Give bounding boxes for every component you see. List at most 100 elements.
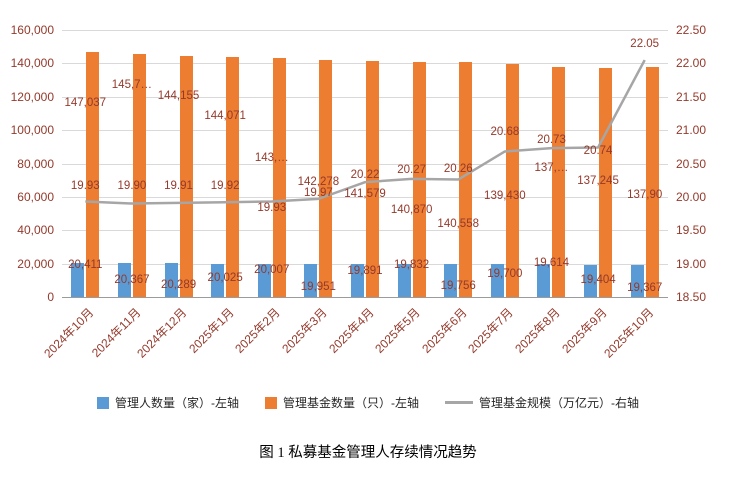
y-axis-left-tick-label: 40,000 <box>17 223 54 238</box>
manager-count-data-label: 20,411 <box>68 259 103 271</box>
aum-data-label: 19.93 <box>70 180 100 192</box>
chart-legend: 管理人数量（家）-左轴 管理基金数量（只）-左轴 管理基金规模（万亿元）-右轴 <box>0 394 736 411</box>
fund-count-bar <box>505 64 519 297</box>
legend-line-marker-icon <box>445 401 473 404</box>
gridline <box>62 163 668 165</box>
fund-count-data-label: 145,7… <box>111 79 153 91</box>
aum-data-label: 19.93 <box>257 202 287 214</box>
y-axis-left-tick-label: 120,000 <box>10 89 54 104</box>
fund-count-data-label: 140,558 <box>437 218 479 230</box>
y-axis-left-tick-label: 20,000 <box>17 256 54 271</box>
manager-count-bar <box>304 263 318 297</box>
legend-square-marker-icon <box>97 396 109 409</box>
aum-data-label: 19.91 <box>164 180 193 192</box>
manager-count-data-label: 19,614 <box>533 257 570 269</box>
fund-count-bar <box>226 56 240 297</box>
manager-count-bar <box>117 263 131 297</box>
legend-label: 管理人数量（家）-左轴 <box>115 396 239 410</box>
aum-data-label: 20.68 <box>490 126 520 138</box>
gridline <box>62 263 668 265</box>
fund-count-bar <box>459 62 473 297</box>
y-axis-left-tick-label: 60,000 <box>17 189 54 204</box>
legend-label: 管理基金规模（万亿元）-右轴 <box>479 396 639 410</box>
gridline <box>62 63 668 65</box>
fund-count-data-label: 144,071 <box>204 110 246 122</box>
fund-count-data-label: 141,579 <box>344 188 386 200</box>
y-axis-right-tick-label: 18.50 <box>676 290 707 304</box>
aum-data-label: 19.92 <box>210 180 240 192</box>
y-axis-left-tick-label: 140,000 <box>10 56 54 71</box>
manager-count-bar <box>257 263 271 297</box>
legend-label: 管理基金数量（只）-左轴 <box>283 396 419 410</box>
gridline <box>62 196 668 198</box>
manager-count-bar <box>537 264 551 297</box>
manager-count-data-label: 19,367 <box>627 282 663 294</box>
gridline <box>62 96 668 98</box>
y-axis-right-tick-label: 19.00 <box>676 256 707 271</box>
y-axis-right-tick-label: 21.50 <box>676 89 707 104</box>
y-axis-left-tick-label: 80,000 <box>17 156 54 171</box>
manager-count-bar <box>490 264 504 297</box>
figure-caption: 图 1 私募基金管理人存续情况趋势 <box>259 445 477 461</box>
manager-count-data-label: 20,367 <box>114 274 150 286</box>
legend-square-marker-icon <box>265 396 277 409</box>
y-axis-left-tick-label: 100,000 <box>10 123 54 138</box>
aum-data-label: 20.27 <box>397 164 426 176</box>
fund-count-data-label: 139,430 <box>484 190 526 202</box>
fund-count-bar <box>179 56 193 297</box>
combo-chart: 0 20,000 40,000 60,000 80,000 100,000 120,000 1… <box>10 23 707 361</box>
fund-count-data-label: 137,245 <box>577 175 619 187</box>
manager-count-data-label: 19,700 <box>487 268 523 280</box>
manager-count-data-label: 19,951 <box>300 281 336 293</box>
legend-item: 管理基金规模（万亿元）-右轴 <box>445 394 639 411</box>
fund-count-data-label: 140,870 <box>390 204 433 216</box>
fund-count-bar <box>366 60 379 297</box>
manager-count-bar <box>444 264 458 297</box>
aum-data-label: 20.22 <box>350 169 380 181</box>
gridline <box>62 230 668 232</box>
aum-data-label: 22.05 <box>630 38 660 50</box>
manager-count-bar <box>351 263 364 297</box>
manager-count-data-label: 19,756 <box>440 280 476 292</box>
fund-count-bar <box>645 66 659 297</box>
aum-data-label: 20.74 <box>583 145 613 157</box>
manager-count-data-label: 20,289 <box>160 279 197 291</box>
fund-count-data-label: 143,… <box>254 152 289 164</box>
fund-count-bar <box>272 58 286 297</box>
manager-count-data-label: 20,007 <box>254 264 290 276</box>
manager-count-data-label: 19,404 <box>580 274 616 286</box>
fund-count-data-label: 137,90 <box>627 189 663 201</box>
aum-trend-line <box>85 59 646 205</box>
manager-count-bar <box>630 264 644 297</box>
manager-count-bar <box>397 263 411 297</box>
manager-count-bar <box>211 263 225 297</box>
y-axis-right-tick-label: 21.00 <box>676 123 707 138</box>
manager-count-bar <box>584 264 598 297</box>
y-axis-left-tick-label: 0 <box>47 290 54 304</box>
fund-count-bar <box>132 53 146 297</box>
legend-item: 管理人数量（家）-左轴 <box>97 394 239 411</box>
aum-line-layer <box>85 59 646 205</box>
fund-count-data-label: 142,278 <box>297 176 340 188</box>
fund-count-data-label: 147,037 <box>64 97 107 109</box>
y-axis-left-tick-label: 160,000 <box>10 23 54 37</box>
fund-count-bar <box>552 67 566 297</box>
x-axis-category: 2025年10月 <box>535 304 656 360</box>
gridline <box>62 30 668 31</box>
y-axis-right-tick-label: 22.00 <box>676 56 707 71</box>
manager-count-data-label: 19,891 <box>347 265 383 277</box>
y-axis-right-tick-label: 19.50 <box>676 223 707 238</box>
manager-count-data-label: 20,025 <box>207 272 243 284</box>
fund-count-bar <box>319 59 333 297</box>
aum-data-label: 19.97 <box>303 187 333 199</box>
manager-count-bar <box>71 262 85 297</box>
gridline <box>62 130 668 132</box>
y-axis-right-tick-label: 20.00 <box>676 189 707 204</box>
manager-count-bar <box>164 263 178 297</box>
legend-item: 管理基金数量（只）-左轴 <box>265 394 419 411</box>
aum-data-label: 20.26 <box>443 163 473 175</box>
manager-count-data-label: 19,832 <box>394 259 430 271</box>
aum-data-label: 19.90 <box>117 180 147 192</box>
aum-data-label: 20.73 <box>537 134 566 146</box>
